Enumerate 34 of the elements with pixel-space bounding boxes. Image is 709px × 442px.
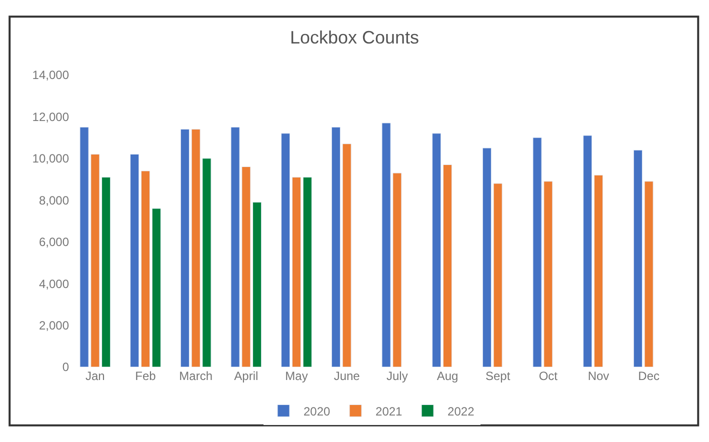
y-tick-label: 14,000 [32, 68, 70, 82]
bar [281, 133, 290, 367]
x-tick-label: June [334, 369, 360, 383]
legend-label: 2022 [448, 404, 475, 418]
y-tick-label: 10,000 [32, 152, 70, 166]
bar [152, 208, 161, 367]
x-tick-label: Oct [538, 369, 558, 383]
x-tick-label: Dec [638, 369, 660, 383]
legend-label: 2021 [376, 404, 403, 418]
y-tick-label: 6,000 [38, 235, 70, 250]
bar [130, 154, 140, 367]
x-tick-label: March [179, 369, 212, 383]
x-tick-label: Sept [485, 369, 511, 383]
x-tick-label: May [285, 369, 308, 383]
bar [432, 133, 442, 367]
y-tick-label: 4,000 [38, 276, 70, 291]
y-tick-label: 12,000 [32, 110, 70, 124]
x-tick-label: July [386, 369, 408, 383]
bar [292, 176, 302, 367]
y-tick-label: 0 [62, 360, 70, 374]
y-tick-label: 2,000 [38, 318, 70, 332]
bar [594, 174, 604, 367]
bar [583, 135, 592, 367]
chart-title: Lockbox Counts [290, 28, 420, 48]
bar [140, 170, 150, 367]
y-tick-label: 8,000 [38, 193, 70, 208]
x-tick-label: Feb [135, 369, 156, 383]
x-tick-label: April [234, 369, 258, 383]
x-tick-label: Nov [588, 369, 610, 383]
bar [442, 164, 452, 367]
bar [302, 176, 312, 367]
legend-label: 2020 [304, 404, 331, 418]
x-tick-label: Jan [85, 369, 105, 383]
x-tick-label: Aug [436, 369, 458, 383]
